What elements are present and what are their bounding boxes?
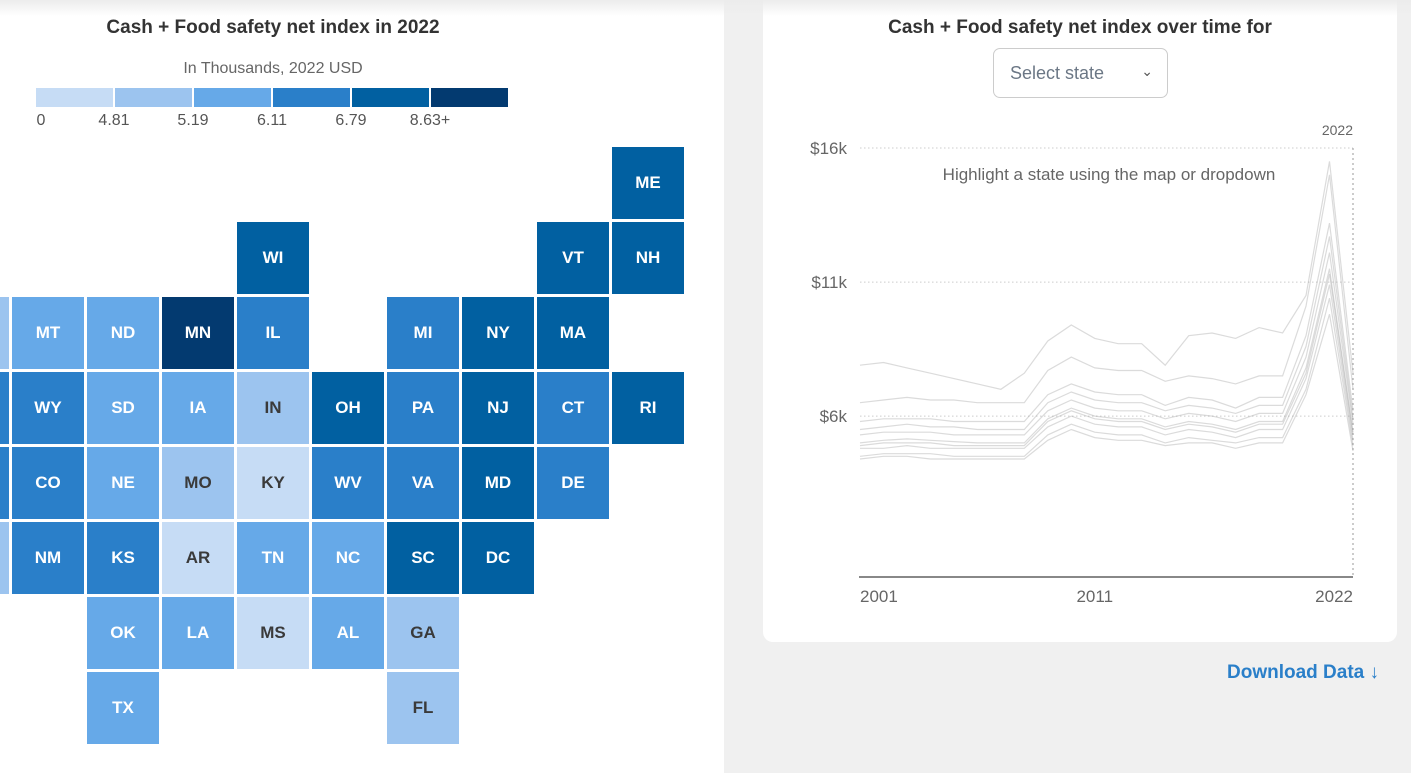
state-tile-il[interactable]: IL bbox=[237, 297, 309, 369]
legend-swatch bbox=[352, 88, 429, 107]
state-tile-mn[interactable]: MN bbox=[162, 297, 234, 369]
state-tile-nj[interactable]: NJ bbox=[462, 372, 534, 444]
legend-label: 6.11 bbox=[257, 112, 287, 129]
state-tile-tn[interactable]: TN bbox=[237, 522, 309, 594]
timeseries-card bbox=[763, 0, 1397, 642]
download-data-link[interactable]: Download Data ↓ bbox=[1227, 662, 1380, 683]
state-tile-in[interactable]: IN bbox=[237, 372, 309, 444]
y-tick-label: $6k bbox=[820, 407, 848, 426]
chevron-down-icon: ⌄ bbox=[1141, 63, 1153, 79]
legend-label: 6.79 bbox=[335, 112, 367, 129]
state-tile-va[interactable]: VA bbox=[387, 447, 459, 519]
legend-label: 0 bbox=[36, 112, 46, 129]
state-tile-ga[interactable]: GA bbox=[387, 597, 459, 669]
highlight-year-label: 2022 bbox=[1322, 122, 1353, 138]
legend-swatch bbox=[115, 88, 192, 107]
series-line bbox=[859, 174, 1354, 404]
state-tile-nm[interactable]: NM bbox=[12, 522, 84, 594]
series-line bbox=[859, 252, 1354, 436]
series-line bbox=[859, 268, 1354, 444]
y-tick-label: $11k bbox=[811, 273, 847, 292]
state-tile-clipped[interactable] bbox=[0, 522, 9, 594]
state-tile-mt[interactable]: MT bbox=[12, 297, 84, 369]
state-tile-oh[interactable]: OH bbox=[312, 372, 384, 444]
legend-swatch bbox=[194, 88, 271, 107]
state-tile-pa[interactable]: PA bbox=[387, 372, 459, 444]
series-line bbox=[859, 297, 1354, 457]
series-line bbox=[859, 273, 1354, 447]
state-tile-ct[interactable]: CT bbox=[537, 372, 609, 444]
state-tile-ia[interactable]: IA bbox=[162, 372, 234, 444]
state-tile-de[interactable]: DE bbox=[537, 447, 609, 519]
state-select[interactable]: Select state ⌄ bbox=[993, 48, 1168, 98]
y-tick-label: $16k bbox=[810, 139, 847, 158]
legend-label: 8.63+ bbox=[409, 112, 451, 129]
legend-swatch bbox=[431, 88, 508, 107]
series-line bbox=[859, 236, 1354, 431]
series-line bbox=[859, 314, 1354, 460]
state-tile-ne[interactable]: NE bbox=[87, 447, 159, 519]
series-line bbox=[859, 161, 1354, 390]
state-tile-wi[interactable]: WI bbox=[237, 222, 309, 294]
x-tick-label: 2022 bbox=[1315, 587, 1353, 606]
x-tick-label: 2011 bbox=[1076, 587, 1113, 606]
chart-hint: Highlight a state using the map or dropd… bbox=[943, 165, 1276, 184]
state-tile-tx[interactable]: TX bbox=[87, 672, 159, 744]
state-tile-ms[interactable]: MS bbox=[237, 597, 309, 669]
state-tile-me[interactable]: ME bbox=[612, 147, 684, 219]
legend-swatch bbox=[273, 88, 350, 107]
state-tile-mi[interactable]: MI bbox=[387, 297, 459, 369]
state-tile-nh[interactable]: NH bbox=[612, 222, 684, 294]
select-placeholder: Select state bbox=[1010, 62, 1105, 83]
legend-swatch bbox=[36, 88, 113, 107]
state-tile-nc[interactable]: NC bbox=[312, 522, 384, 594]
series-line bbox=[860, 284, 1354, 449]
chart-title: Cash + Food safety net index over time f… bbox=[888, 17, 1272, 38]
state-tile-nd[interactable]: ND bbox=[87, 297, 159, 369]
state-tile-wy[interactable]: WY bbox=[12, 372, 84, 444]
state-tile-ny[interactable]: NY bbox=[462, 297, 534, 369]
line-chart: $16k $11k $6k 2022 2001 2011 2022 Highlight a s… bbox=[810, 122, 1354, 606]
state-tile-mo[interactable]: MO bbox=[162, 447, 234, 519]
state-tile-md[interactable]: MD bbox=[462, 447, 534, 519]
state-tile-ma[interactable]: MA bbox=[537, 297, 609, 369]
state-tile-fl[interactable]: FL bbox=[387, 672, 459, 744]
legend-label: 4.81 bbox=[98, 112, 130, 129]
state-tile-ar[interactable]: AR bbox=[162, 522, 234, 594]
legend-subtitle: In Thousands, 2022 USD bbox=[183, 60, 363, 77]
state-tile-dc[interactable]: DC bbox=[462, 522, 534, 594]
state-tile-la[interactable]: LA bbox=[162, 597, 234, 669]
series-line bbox=[859, 222, 1354, 423]
state-tile-clipped[interactable] bbox=[0, 372, 9, 444]
state-tile-al[interactable]: AL bbox=[312, 597, 384, 669]
state-tile-clipped[interactable] bbox=[0, 297, 9, 369]
x-tick-label: 2001 bbox=[860, 587, 898, 606]
state-tile-wv[interactable]: WV bbox=[312, 447, 384, 519]
state-tile-ks[interactable]: KS bbox=[87, 522, 159, 594]
map-panel: Cash + Food safety net index in 2022 In … bbox=[0, 0, 724, 773]
state-tile-ri[interactable]: RI bbox=[612, 372, 684, 444]
state-tile-ok[interactable]: OK bbox=[87, 597, 159, 669]
state-tile-clipped[interactable] bbox=[0, 447, 9, 519]
state-tile-sc[interactable]: SC bbox=[387, 522, 459, 594]
legend-label: 5.19 bbox=[177, 112, 209, 129]
state-tile-co[interactable]: CO bbox=[12, 447, 84, 519]
state-tile-vt[interactable]: VT bbox=[537, 222, 609, 294]
map-title: Cash + Food safety net index in 2022 bbox=[106, 17, 440, 38]
state-tile-ky[interactable]: KY bbox=[237, 447, 309, 519]
state-tile-sd[interactable]: SD bbox=[87, 372, 159, 444]
